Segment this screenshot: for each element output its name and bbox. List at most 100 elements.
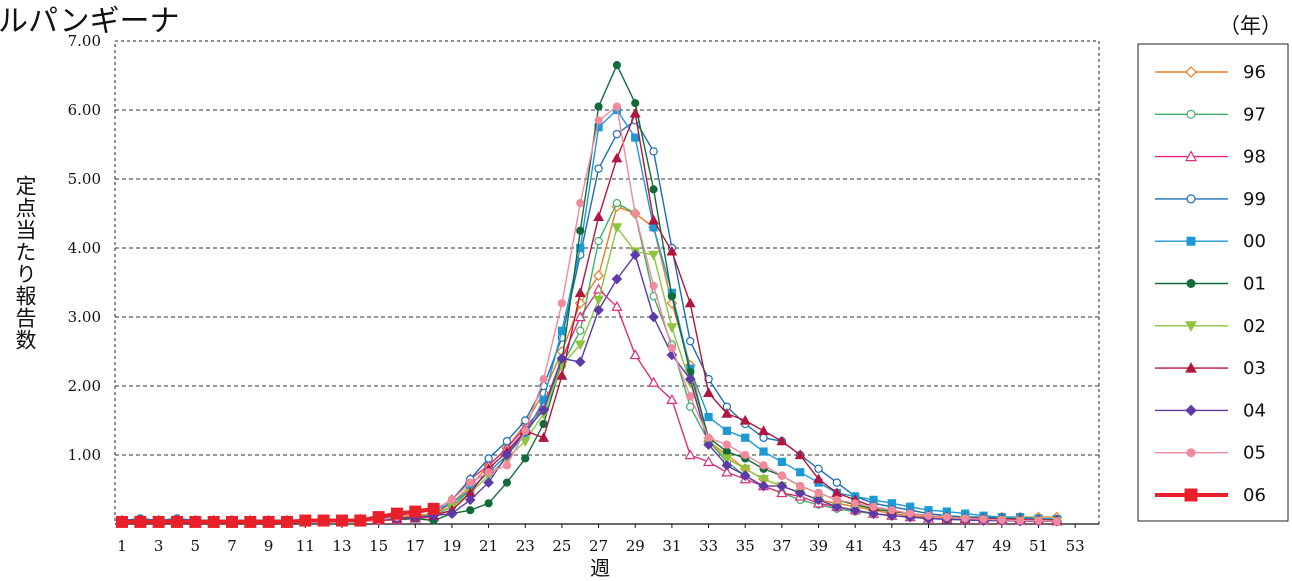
data-point [686,402,695,411]
data-point [1052,517,1061,526]
data-point [593,211,605,222]
data-point [466,478,475,487]
data-point [979,515,988,524]
data-point [704,433,713,442]
x-tick-label: 49 [992,537,1011,555]
data-point [1185,321,1197,332]
data-point [649,185,658,194]
data-point [777,471,786,480]
data-point [851,499,860,508]
data-point [1016,516,1025,525]
legend-label: 98 [1243,147,1266,168]
data-point [686,392,695,401]
data-point [924,511,933,520]
data-point [466,506,475,515]
data-point [1186,448,1196,458]
data-point [280,515,293,528]
data-point [648,311,659,323]
data-point [739,470,751,482]
data-point [574,287,586,297]
data-point [538,432,550,442]
data-point [776,435,788,446]
data-point [666,349,678,361]
data-point [409,505,422,518]
data-point [464,494,476,506]
series-97 [117,198,1062,525]
data-point [721,460,733,471]
data-point [629,349,641,360]
data-point [831,501,843,513]
data-point [611,223,623,233]
data-point [832,495,841,504]
data-point [612,129,622,139]
data-point [1184,150,1198,162]
data-point [667,292,677,301]
data-point [647,376,660,387]
data-point [722,447,731,456]
series-04 [116,249,1063,527]
x-tick-label: 31 [662,537,681,555]
data-point [722,426,731,435]
x-tick-label: 39 [809,537,828,555]
series-96 [116,201,1063,526]
data-point [649,147,658,156]
data-point [741,450,750,460]
y-tick-label: 6.00 [68,101,101,119]
x-tick-label: 37 [772,537,791,555]
y-tick-label: 2.00 [68,377,101,395]
series-02 [116,223,1063,527]
data-point [703,439,714,450]
data-point [612,61,622,70]
data-point [777,457,786,466]
data-point [702,456,715,467]
data-point [739,414,751,425]
data-point [502,437,512,446]
legend-item-99: 99 [1155,189,1266,210]
data-point [170,515,183,528]
data-point [611,273,623,285]
data-point [576,199,585,208]
data-point [594,102,603,111]
data-point [574,340,586,351]
y-axis-label: 定点当たり報告数 [13,175,37,351]
x-tick-label: 3 [154,537,164,555]
x-tick-label: 7 [227,537,237,555]
legend-label: 02 [1243,316,1266,337]
data-point [666,245,678,256]
data-point [759,461,768,470]
x-tick-label: 33 [699,537,718,555]
data-point [759,433,768,442]
x-tick-label: 5 [191,537,201,555]
data-point [557,326,567,335]
data-point [832,478,842,487]
legend-label: 03 [1243,358,1266,379]
y-tick-label: 1.00 [68,446,101,464]
data-point [539,375,548,384]
data-point [721,454,733,465]
y-tick-label: 5.00 [68,170,101,188]
y-tick-label: 7.00 [68,32,101,50]
legend-label: 00 [1243,231,1266,252]
series-line [122,288,1057,523]
data-point [556,353,568,364]
y-tick-labels: 1.00 2.00 3.00 4.00 5.00 6.00 7.00 [68,32,101,464]
data-point [776,487,788,498]
data-point [611,152,623,163]
legend-label: 99 [1243,189,1266,210]
data-point [758,425,770,435]
data-point [1185,66,1197,78]
data-point [207,515,220,528]
legend-item-03: 03 [1155,358,1266,379]
data-point [447,495,457,504]
x-tick-label: 43 [882,537,901,555]
data-point [1185,404,1197,417]
chart-title: ルパンギーナ [0,4,180,39]
x-tick-label: 27 [589,537,608,555]
data-point [576,326,585,335]
data-point [484,499,493,508]
data-point [483,477,494,488]
data-point [574,356,586,368]
data-point [629,249,641,261]
data-point [796,481,805,491]
data-point [372,511,385,524]
